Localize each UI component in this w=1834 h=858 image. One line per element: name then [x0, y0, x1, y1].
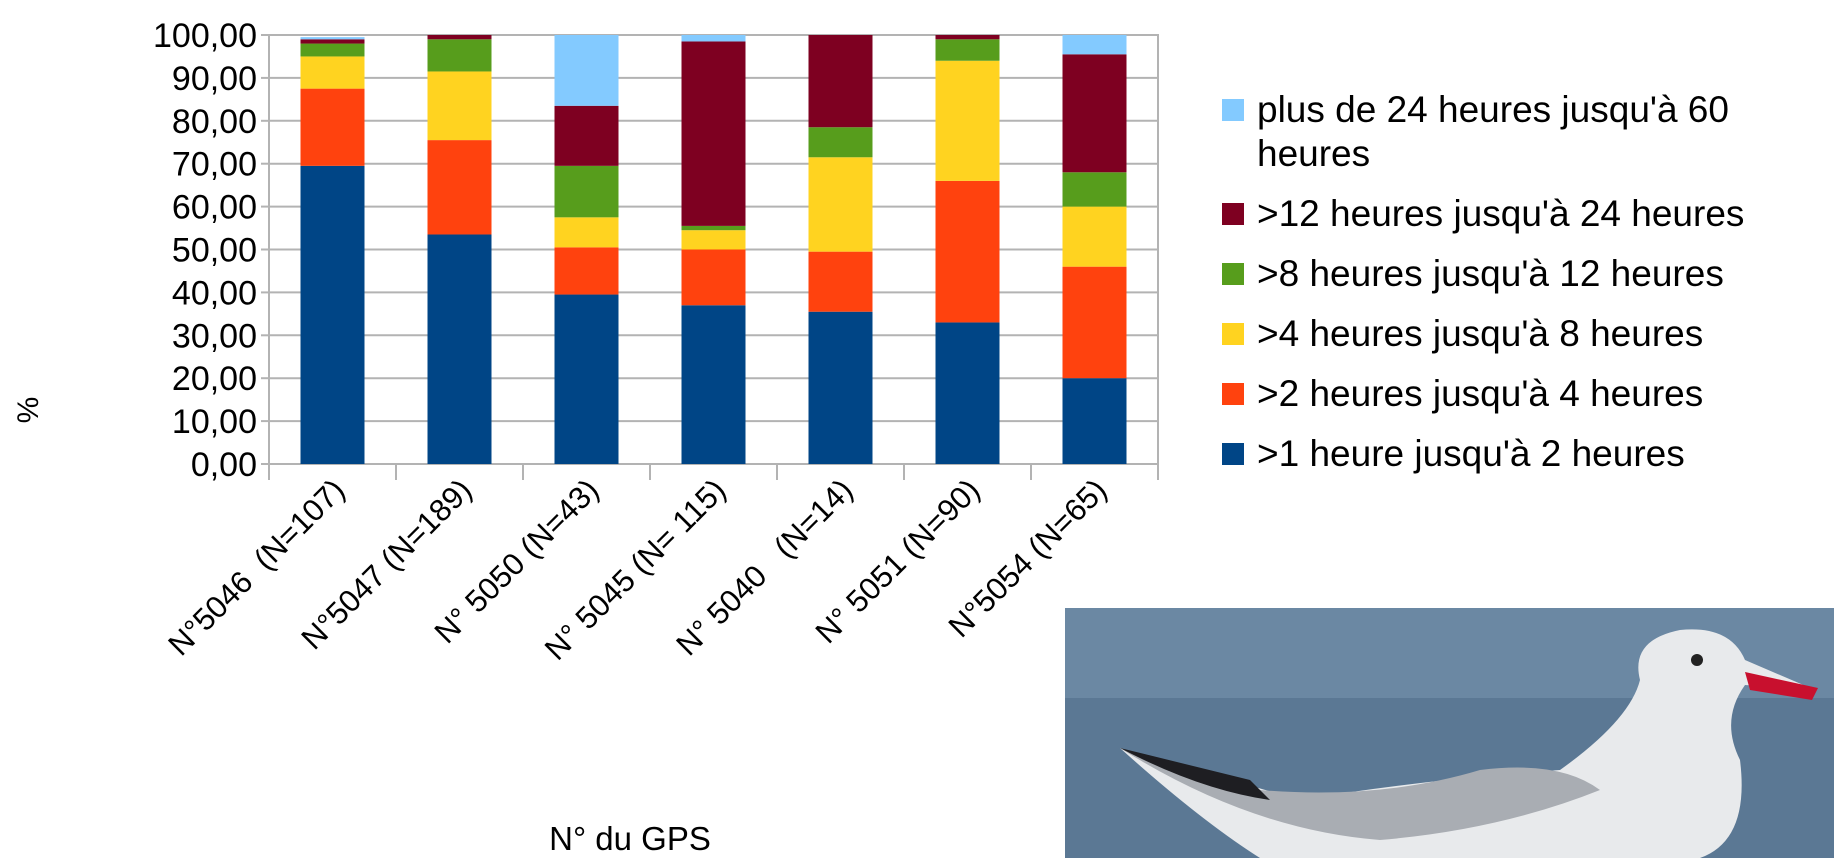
bar-segment	[1062, 266, 1127, 379]
legend-swatch	[1222, 323, 1244, 345]
y-axis-title: %	[12, 397, 45, 424]
bar-segment	[681, 41, 746, 226]
bar-segment	[300, 43, 365, 57]
bar-segment	[1062, 172, 1127, 207]
bar-segment	[554, 35, 619, 106]
legend-swatch	[1222, 443, 1244, 465]
bar-segment	[808, 157, 873, 252]
bar-segment	[681, 249, 746, 306]
legend-swatch	[1222, 263, 1244, 285]
bar-segment	[935, 39, 1000, 61]
legend-item: >12 heures jusqu'à 24 heures	[1215, 192, 1830, 236]
y-tick-label: 60,00	[172, 189, 257, 227]
legend-item: >1 heure jusqu'à 2 heures	[1215, 432, 1830, 476]
y-tick-label: 100,00	[153, 17, 257, 55]
y-tick-label: 0,00	[191, 446, 257, 484]
bar-segment	[681, 305, 746, 464]
bar-segment	[681, 35, 746, 42]
legend-swatch	[1222, 99, 1244, 121]
bar-segment	[808, 127, 873, 158]
y-tick-label: 50,00	[172, 232, 257, 270]
legend-label: >4 heures jusqu'à 8 heures	[1257, 313, 1704, 354]
legend-item: >2 heures jusqu'à 4 heures	[1215, 372, 1830, 416]
bar-segment	[554, 217, 619, 248]
bar-segment	[808, 35, 873, 128]
bar-segment	[1062, 54, 1127, 173]
bar-segment	[427, 234, 492, 464]
bar-segment	[300, 37, 365, 40]
legend-label: >1 heure jusqu'à 2 heures	[1257, 433, 1685, 474]
bar-segment	[554, 247, 619, 295]
bar-segment	[935, 35, 1000, 40]
bar-segment	[427, 35, 492, 40]
y-tick-label: 90,00	[172, 60, 257, 98]
bar-segment	[427, 140, 492, 235]
bar-segment	[808, 311, 873, 464]
photo-gull-eye	[1691, 654, 1703, 666]
legend: plus de 24 heures jusqu'à 60 heures >12 h…	[1215, 88, 1830, 492]
bar-segment	[681, 230, 746, 250]
bar-segment	[300, 56, 365, 89]
x-axis-title: N° du GPS	[549, 820, 711, 857]
legend-label: >12 heures jusqu'à 24 heures	[1257, 193, 1745, 234]
y-tick-label: 20,00	[172, 360, 257, 398]
bar-segment	[1062, 378, 1127, 464]
photo	[1065, 608, 1834, 858]
photo-gull-tail	[1120, 748, 1270, 800]
bar-segment	[427, 39, 492, 72]
legend-label: plus de 24 heures jusqu'à 60 heures	[1257, 89, 1729, 174]
bar-segment	[935, 180, 1000, 323]
legend-swatch	[1222, 383, 1244, 405]
y-tick-label: 30,00	[172, 317, 257, 355]
bar-segment	[1062, 35, 1127, 55]
y-tick-label: 80,00	[172, 103, 257, 141]
y-tick-label: 10,00	[172, 403, 257, 441]
bar-segment	[300, 165, 365, 464]
legend-label: >8 heures jusqu'à 12 heures	[1257, 253, 1724, 294]
y-tick-label: 40,00	[172, 274, 257, 312]
legend-item: >4 heures jusqu'à 8 heures	[1215, 312, 1830, 356]
legend-label: >2 heures jusqu'à 4 heures	[1257, 373, 1704, 414]
bar-segment	[935, 322, 1000, 464]
bar-segment	[681, 225, 746, 231]
y-tick-label: 70,00	[172, 146, 257, 184]
bar-segment	[300, 88, 365, 166]
photo-gull-beak	[1745, 672, 1818, 700]
bar-segment	[554, 165, 619, 218]
bar-segment	[554, 294, 619, 464]
bar-segment	[427, 71, 492, 141]
bar-segment	[935, 60, 1000, 181]
bar-segment	[1062, 206, 1127, 267]
legend-swatch	[1222, 203, 1244, 225]
photo-gull-wing	[1120, 748, 1600, 840]
bar-segment	[554, 105, 619, 166]
bar-segment	[808, 251, 873, 312]
legend-item: >8 heures jusqu'à 12 heures	[1215, 252, 1830, 296]
legend-item: plus de 24 heures jusqu'à 60 heures	[1215, 88, 1830, 176]
bar-segment	[300, 39, 365, 44]
